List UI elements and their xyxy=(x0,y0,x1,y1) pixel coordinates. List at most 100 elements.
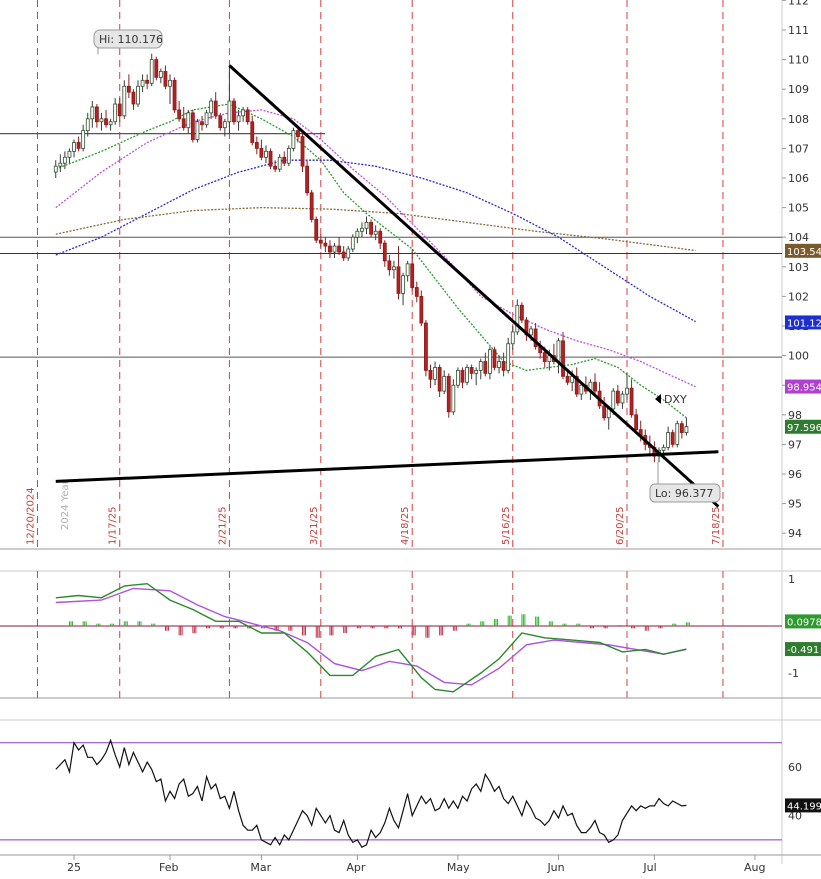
candle xyxy=(286,145,291,167)
moving-average-20 xyxy=(55,103,687,419)
macd-tag-label: -0.491 xyxy=(787,645,819,656)
macd-tag-label: 0.0978 xyxy=(787,617,821,628)
price-tick-label: 100 xyxy=(788,350,809,363)
candle xyxy=(277,154,282,173)
price-tag xyxy=(785,243,821,258)
symbol-pointer-icon xyxy=(655,394,661,404)
candle xyxy=(433,361,437,386)
candle xyxy=(309,189,314,223)
time-tick-label: Jun xyxy=(546,861,564,874)
candle-body xyxy=(456,369,460,386)
candle-body xyxy=(478,361,483,371)
candle-body xyxy=(369,221,373,235)
cycle-date-label: 3/21/25 xyxy=(309,506,320,545)
candle xyxy=(190,109,195,143)
candle xyxy=(122,80,127,119)
candle-body xyxy=(574,375,579,395)
candle-body xyxy=(561,340,565,377)
price-tick-label: 105 xyxy=(788,202,809,215)
candle xyxy=(510,326,515,350)
candle-body xyxy=(679,423,684,433)
candle xyxy=(419,290,424,326)
candle xyxy=(67,148,72,164)
candle xyxy=(136,80,140,107)
high-callout-label: Hi: 110.176 xyxy=(99,33,163,46)
candle-body xyxy=(465,367,469,383)
candle xyxy=(629,379,634,418)
candle xyxy=(195,118,200,143)
candle-body xyxy=(355,230,360,238)
candle xyxy=(396,246,401,300)
candle xyxy=(296,127,300,143)
moving-average-50 xyxy=(55,109,696,388)
candle-body xyxy=(497,361,501,368)
candle-body xyxy=(227,100,232,123)
candle xyxy=(108,118,113,131)
candle-body xyxy=(113,103,118,123)
cycle-date-label: 1/17/25 xyxy=(108,506,119,545)
candle-body xyxy=(309,192,314,220)
candle-body xyxy=(67,150,72,158)
candle xyxy=(282,151,287,167)
candle-body xyxy=(72,142,76,152)
candle-body xyxy=(625,387,629,395)
price-tick-label: 95 xyxy=(788,498,802,511)
candle xyxy=(254,136,259,155)
candle-body xyxy=(131,91,136,105)
candle-body xyxy=(204,112,209,126)
candle xyxy=(561,331,565,380)
candle xyxy=(551,343,556,365)
candle xyxy=(593,373,597,395)
candle xyxy=(378,228,383,250)
cycle-date-label: 6/20/25 xyxy=(615,506,626,545)
candle xyxy=(387,254,392,276)
candle-body xyxy=(149,59,154,84)
candle xyxy=(487,346,492,380)
candle xyxy=(620,391,625,409)
candle-body xyxy=(405,263,410,277)
candle-body xyxy=(126,85,131,93)
candle xyxy=(515,299,520,335)
candle-body xyxy=(419,295,424,324)
candle xyxy=(579,382,584,400)
candle xyxy=(145,74,150,90)
candle xyxy=(259,139,264,161)
candle-body xyxy=(99,118,104,123)
candle xyxy=(90,101,95,128)
candle xyxy=(483,352,488,377)
candle xyxy=(497,355,501,374)
candle xyxy=(204,109,209,128)
candle xyxy=(213,92,218,119)
candle-body xyxy=(163,71,168,87)
candle-body xyxy=(332,245,337,253)
cycle-date-label: 2/21/25 xyxy=(217,506,228,545)
candle-body xyxy=(519,304,524,321)
candle-body xyxy=(58,162,63,167)
candle xyxy=(81,124,86,152)
candle-body xyxy=(177,109,182,120)
candle-body xyxy=(510,331,515,345)
candle xyxy=(524,317,529,341)
candle-body xyxy=(168,79,172,87)
candle xyxy=(533,323,538,350)
symbol-label: DXY xyxy=(664,393,687,406)
candle-body xyxy=(268,150,273,167)
candle xyxy=(401,272,405,306)
price-tag xyxy=(785,379,821,394)
candle-body xyxy=(222,121,227,129)
price-tick-label: 107 xyxy=(788,142,809,155)
candle xyxy=(565,370,570,386)
candle-body xyxy=(474,369,479,374)
candle-body xyxy=(506,343,511,371)
candle-body xyxy=(286,147,291,164)
candle-body xyxy=(451,384,456,413)
candle-body xyxy=(401,275,405,294)
candle-body xyxy=(346,248,351,259)
candle xyxy=(168,74,172,104)
candle xyxy=(149,53,154,87)
candle xyxy=(158,68,163,84)
candle xyxy=(99,112,104,131)
candle xyxy=(318,234,323,250)
candle-body xyxy=(241,109,246,117)
